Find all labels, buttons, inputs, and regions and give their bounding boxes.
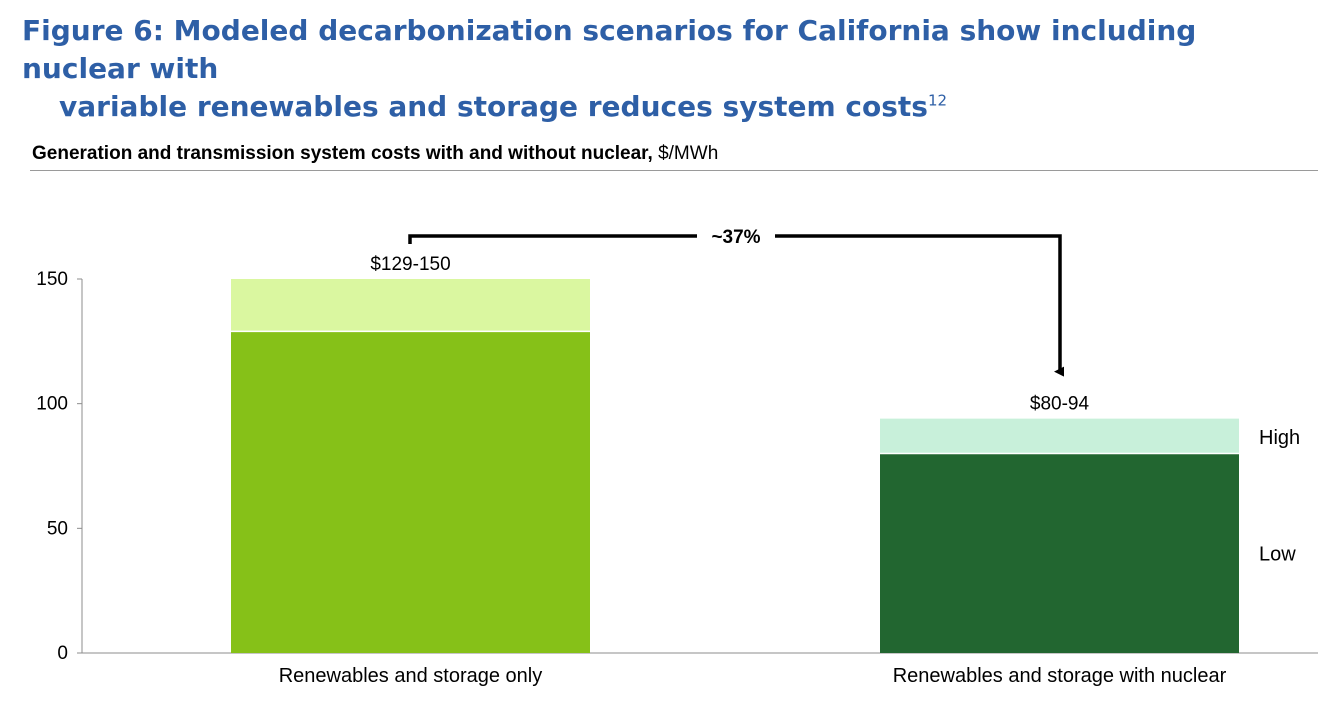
chart-bars bbox=[231, 279, 1239, 653]
figure-title-line2-wrap: variable renewables and storage reduces … bbox=[22, 88, 1312, 126]
bar-total-label: $80-94 bbox=[1030, 394, 1090, 415]
chart-subtitle-bold: Generation and transmission system costs… bbox=[32, 143, 653, 164]
bar-segment-low bbox=[880, 453, 1239, 653]
bar-segment-high bbox=[231, 279, 590, 332]
figure-title-line1: Figure 6: Modeled decarbonization scenar… bbox=[22, 14, 1197, 85]
reduction-label-background bbox=[697, 222, 775, 250]
chart-annotation: ~37% bbox=[408, 222, 1064, 377]
chart-subtitle: Generation and transmission system costs… bbox=[32, 143, 718, 165]
chart-subtitle-unit: $/MWh bbox=[652, 143, 719, 164]
figure-title: Figure 6: Modeled decarbonization scenar… bbox=[22, 12, 1312, 126]
bar-total-label: $129-150 bbox=[370, 254, 450, 275]
x-category-label: Renewables and storage with nuclear bbox=[893, 665, 1227, 687]
reduction-percent-label: ~37% bbox=[711, 227, 760, 248]
bar-segment-low bbox=[231, 331, 590, 653]
legend-label-low: Low bbox=[1259, 543, 1296, 565]
chart-labels: Renewables and storage only $129-150 Renew… bbox=[279, 254, 1300, 687]
footnote-ref: 12 bbox=[927, 91, 948, 110]
legend-label-high: High bbox=[1259, 427, 1300, 449]
x-category-label: Renewables and storage only bbox=[279, 665, 543, 687]
subtitle-divider bbox=[30, 170, 1318, 171]
figure-title-line2: variable renewables and storage reduces … bbox=[59, 90, 928, 123]
y-tick-label: 0 bbox=[57, 643, 68, 664]
bar-segment-high bbox=[880, 418, 1239, 454]
y-tick-label: 150 bbox=[36, 269, 68, 290]
y-tick-label: 50 bbox=[47, 518, 68, 539]
y-tick-label: 100 bbox=[36, 394, 68, 415]
